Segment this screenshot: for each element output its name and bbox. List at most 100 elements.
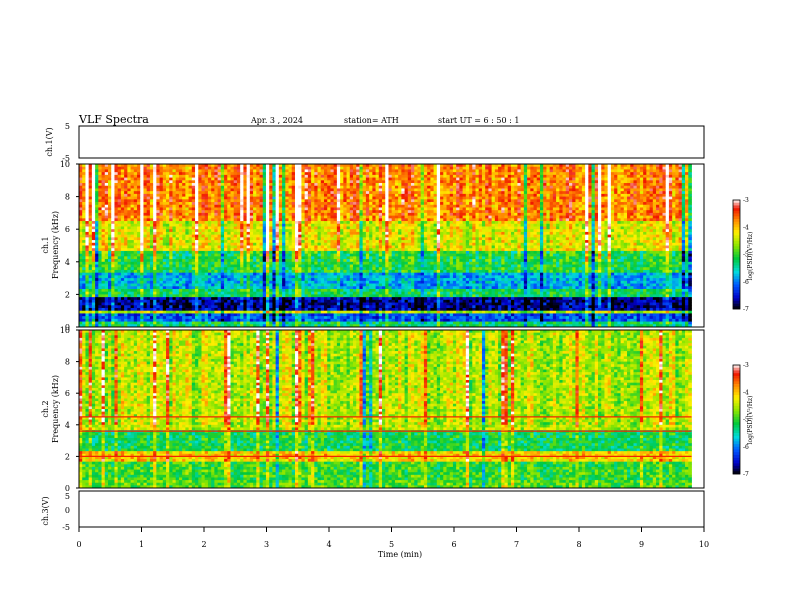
ch1-heatmap-cell	[343, 253, 347, 257]
ch1-heatmap-cell	[233, 191, 238, 195]
ch1-heatmap-cell	[114, 196, 119, 200]
ch1-heatmap-cell	[336, 188, 341, 192]
ch1-heatmap-cell	[211, 223, 215, 227]
ch1-heatmap-cell	[327, 297, 331, 301]
ch1-heatmap-cell	[207, 269, 212, 274]
ch1-heatmap-cell	[156, 248, 160, 252]
ch1-heatmap-cell	[169, 286, 173, 290]
ch1-heatmap-cell	[301, 324, 306, 328]
ch1-heatmap-cell	[159, 283, 164, 287]
ch1-heatmap-cell	[98, 261, 102, 265]
ch1-heatmap-cell	[185, 261, 189, 265]
ch1-heatmap-cell	[153, 269, 157, 274]
ch1-heatmap-cell	[298, 172, 302, 176]
ch1-heatmap-cell	[272, 302, 277, 306]
ch1-heatmap-cell	[262, 164, 267, 168]
ch1-heatmap-cell	[124, 324, 128, 328]
ch1-heatmap-cell	[253, 305, 257, 309]
ch1-heatmap-cell	[217, 169, 222, 173]
ch1-ytick-bottom: -5	[62, 154, 70, 163]
ch1-heatmap-cell	[88, 212, 93, 217]
ch1-heatmap-cell	[146, 237, 151, 241]
ch1-heatmap-cell	[104, 229, 109, 233]
ch1-heatmap-cell	[311, 307, 315, 312]
ch1-heatmap-cell	[330, 210, 335, 214]
ch1-heatmap-cell	[236, 267, 241, 271]
ch1-heatmap-cell	[85, 237, 90, 241]
ch1-heatmap-cell	[301, 218, 306, 222]
ch1-heatmap-cell	[340, 210, 344, 214]
ch1-heatmap-cell	[259, 221, 264, 225]
ch1-heatmap-cell	[227, 245, 231, 249]
ch1-heatmap-cell	[191, 177, 196, 181]
ch1-heatmap-cell	[311, 280, 315, 284]
ch1-heatmap-cell	[166, 297, 170, 301]
ch1-heatmap-cell	[117, 204, 122, 208]
ch1-heatmap-cell	[188, 272, 193, 276]
ch1-heatmap-cell	[137, 226, 141, 230]
ch1-heatmap-cell	[275, 250, 280, 255]
ch1-spectrogram-heatmap	[79, 164, 692, 328]
ch1-heatmap-cell	[79, 302, 83, 306]
ch1-heatmap-cell	[333, 248, 338, 252]
ch1-heatmap-cell	[253, 196, 257, 200]
ch1-heatmap-cell	[204, 172, 209, 176]
ch1-heatmap-cell	[298, 240, 302, 244]
ch1-heatmap-cell	[211, 174, 215, 178]
ch1-heatmap-cell	[137, 302, 141, 306]
ch1-heatmap-cell	[301, 223, 306, 227]
ch1-heatmap-cell	[201, 226, 206, 230]
ch1-heatmap-cell	[146, 223, 151, 227]
ch1-heatmap-cell	[217, 172, 222, 176]
ch1-heatmap-cell	[311, 310, 315, 314]
ch1-heatmap-cell	[82, 278, 86, 282]
ch1-heatmap-cell	[298, 310, 302, 314]
ch1-heatmap-cell	[227, 177, 231, 181]
ch1-heatmap-cell	[246, 221, 251, 225]
ch1-heatmap-cell	[220, 188, 225, 192]
ch1-heatmap-cell	[204, 218, 209, 222]
ch1-heatmap-cell	[336, 199, 341, 203]
ch1-heatmap-cell	[140, 234, 144, 238]
ch1-heatmap-cell	[259, 291, 264, 295]
ch1-heatmap-cell	[182, 231, 186, 236]
ch1-heatmap-cell	[133, 278, 138, 282]
ch1-heatmap-cell	[133, 245, 138, 249]
ch1-heatmap-cell	[298, 313, 302, 317]
ch1-heatmap-cell	[166, 321, 170, 325]
ch1-heatmap-cell	[98, 283, 102, 287]
ch1-heatmap-cell	[256, 164, 260, 168]
ch1-heatmap-cell	[217, 188, 222, 192]
ch1-heatmap-cell	[253, 212, 257, 217]
ch1-heatmap-cell	[317, 302, 322, 306]
ch1-heatmap-cell	[275, 299, 280, 303]
ch1-heatmap-cell	[217, 305, 222, 309]
ch1-heatmap-cell	[227, 261, 231, 265]
ch1-heatmap-cell	[143, 180, 148, 184]
ch1-heatmap-cell	[120, 164, 125, 168]
ch1-heatmap-cell	[259, 321, 264, 325]
ch1-heatmap-cell	[330, 313, 335, 317]
ch1-heatmap-cell	[230, 245, 235, 249]
ch1-heatmap-cell	[227, 231, 231, 236]
ch1-heatmap-cell	[214, 183, 219, 187]
ch1-heatmap-cell	[159, 193, 164, 197]
ch1-heatmap-cell	[227, 212, 231, 217]
ch1-heatmap-cell	[282, 237, 286, 241]
ch1-heatmap-cell	[288, 210, 293, 214]
ch1-heatmap-cell	[198, 267, 202, 271]
ch1-heatmap-cell	[346, 177, 351, 181]
ch1-heatmap-cell	[153, 196, 157, 200]
ch1-heatmap-cell	[217, 275, 222, 279]
ch1-heatmap-cell	[246, 291, 251, 295]
ch1-heatmap-cell	[265, 218, 270, 222]
ch1-heatmap-cell	[220, 242, 225, 246]
ch1-heatmap-cell	[282, 302, 286, 306]
ch1-heatmap-cell	[320, 261, 325, 265]
ch1-heatmap-cell	[95, 210, 99, 214]
ch1-heatmap-cell	[275, 234, 280, 238]
ch1-heatmap-cell	[201, 183, 206, 187]
ch1-heatmap-cell	[124, 250, 128, 255]
ch1-heatmap-cell	[253, 169, 257, 173]
ch1-heatmap-cell	[227, 278, 231, 282]
